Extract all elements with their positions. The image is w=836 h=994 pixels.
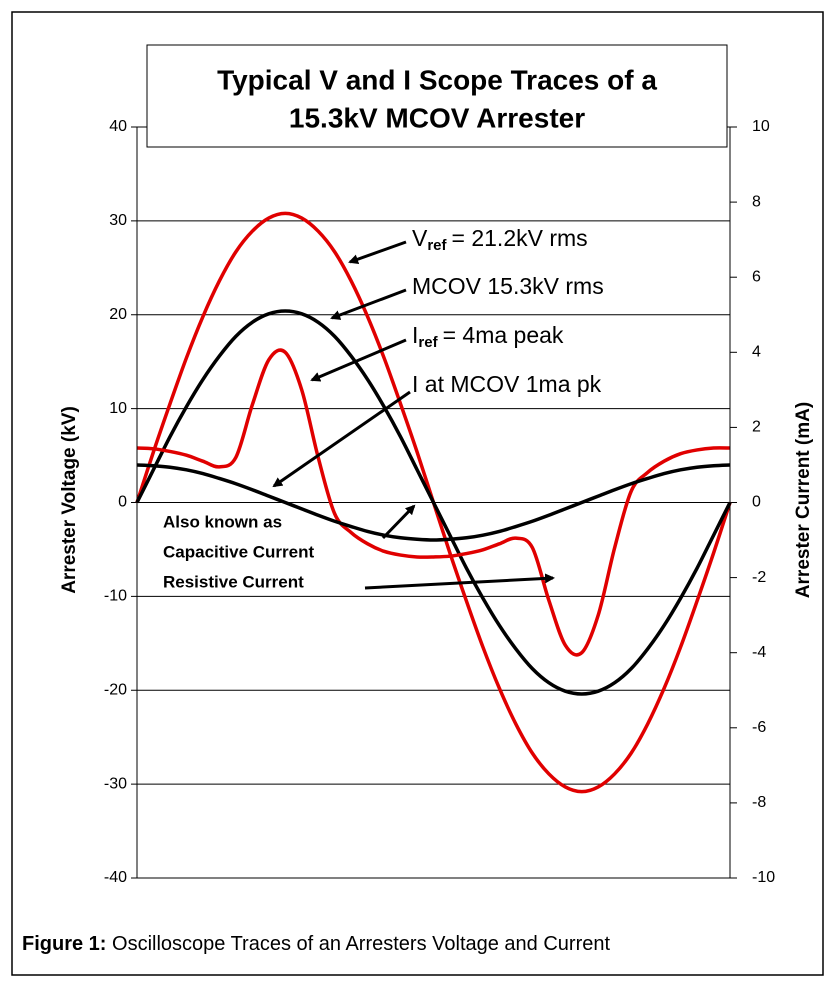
chart-title: Typical V and I Scope Traces of a	[217, 64, 657, 95]
y2-tick-label: 2	[752, 419, 761, 436]
annotation-main: I at MCOV 1ma pk	[412, 371, 602, 397]
title-box	[146, 44, 728, 148]
annotation-sub: ref	[427, 237, 447, 254]
caption-text: Oscilloscope Traces of an Arresters Volt…	[106, 933, 610, 955]
frame	[11, 11, 824, 976]
y-tick-label: -40	[104, 869, 127, 886]
y2-tick-label: -10	[752, 869, 775, 886]
y2-axis-label: Arrester Current (mA)	[793, 402, 814, 598]
y-tick-label: 0	[118, 494, 127, 511]
arrow	[348, 240, 407, 265]
y-tick-label: 10	[109, 400, 127, 417]
note: Capacitive Current	[163, 542, 314, 561]
arrow	[364, 573, 555, 590]
caption: Figure 1: Oscilloscope Traces of an Arre…	[22, 933, 610, 955]
y2-tick-label: -4	[752, 644, 766, 661]
y2-tick-label: -8	[752, 794, 766, 811]
arrows	[272, 240, 555, 590]
annotation-main: MCOV 15.3kV rms	[412, 273, 604, 299]
y-tick-label: 40	[109, 118, 127, 135]
y-axis-label: Arrester Voltage (kV)	[59, 406, 80, 594]
series-line	[135, 309, 732, 696]
arrow	[272, 390, 411, 488]
y-tick-label: -20	[104, 681, 127, 698]
y2-tick-label: 0	[752, 494, 761, 511]
annotation-tail: = 21.2kV rms	[452, 225, 588, 251]
annotation: Iref = 4ma peak	[412, 322, 564, 351]
annotation: I at MCOV 1ma pk	[412, 371, 602, 397]
y-tick-label: 30	[109, 212, 127, 229]
annotation: MCOV 15.3kV rms	[412, 273, 604, 299]
annotation: Vref = 21.2kV rms	[412, 225, 588, 254]
y2-tick-label: 10	[752, 118, 770, 135]
caption-label: Figure 1:	[22, 933, 106, 955]
y2-tick-label: 4	[752, 344, 761, 361]
arrow	[381, 504, 416, 540]
annotation-main: V	[412, 225, 428, 251]
arrow	[330, 288, 407, 320]
annotation-tail: = 4ma peak	[443, 322, 564, 348]
y-tick-label: 20	[109, 306, 127, 323]
y2-tick-label: -6	[752, 719, 766, 736]
note: Also known as	[163, 512, 282, 531]
y2-tick-label: 6	[752, 268, 761, 285]
series-line	[136, 348, 731, 657]
series-line	[136, 463, 731, 542]
y2-tick-label: -2	[752, 569, 766, 586]
arrow	[310, 338, 407, 382]
y-tick-label: -30	[104, 775, 127, 792]
annotation-main: I	[412, 322, 418, 348]
note: Resistive Current	[163, 572, 304, 591]
y-tick-label: -10	[104, 588, 127, 605]
y2-tick-label: 8	[752, 193, 761, 210]
chart-title: 15.3kV MCOV Arrester	[289, 102, 585, 133]
annotation-sub: ref	[418, 334, 438, 351]
